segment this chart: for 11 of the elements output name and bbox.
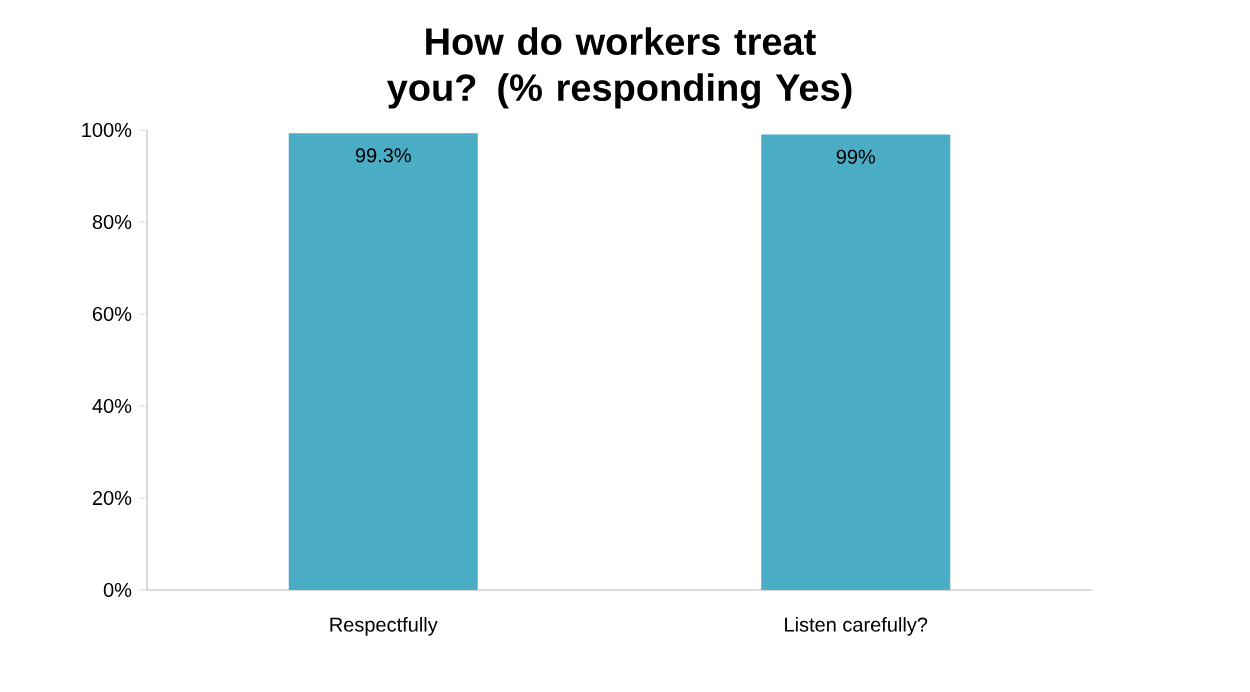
data-label: 99% xyxy=(836,149,876,164)
y-tick-label: 0% xyxy=(103,582,132,598)
y-tick-label: 80% xyxy=(92,214,132,230)
y-tick-label: 60% xyxy=(92,306,132,322)
y-tick-label: 20% xyxy=(92,490,132,506)
y-tick-label: 40% xyxy=(92,398,132,414)
x-tick-label: Listen carefully? xyxy=(785,617,928,636)
x-tick-label: Respectfully xyxy=(330,617,438,636)
chart-title: How do workers treat you? (% responding Yes) xyxy=(386,27,852,109)
y-tick-label: 100% xyxy=(82,122,132,138)
data-label: 99.3% xyxy=(355,148,411,163)
